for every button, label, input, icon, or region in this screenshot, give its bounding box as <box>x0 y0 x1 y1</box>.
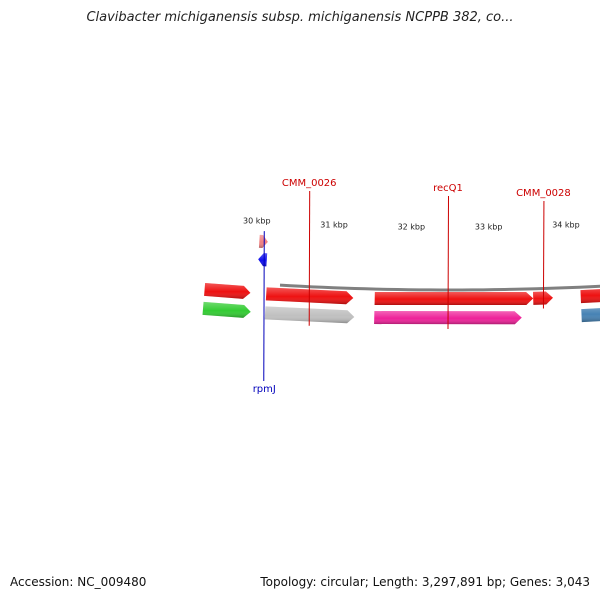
scale-label: 31 kbp <box>320 221 348 230</box>
accession-text: Accession: NC_009480 <box>10 575 147 589</box>
scale-label: 30 kbp <box>243 217 271 226</box>
gene-label: CMM_0028 <box>516 188 571 199</box>
scale-label: 32 kbp <box>398 223 426 232</box>
backbone-line <box>279 283 600 292</box>
gene-feature-shading <box>258 253 268 267</box>
map-title: Clavibacter michiganensis subsp. michiga… <box>86 10 514 25</box>
gene-feature-shading <box>581 308 600 323</box>
label-leader-line <box>542 200 545 309</box>
feature-layer <box>202 234 600 325</box>
gene-feature-shading <box>580 289 600 304</box>
gene-feature-shading <box>202 301 251 318</box>
gene-feature-shading <box>258 234 268 249</box>
gene-feature-shading <box>204 282 251 299</box>
label-leader-line <box>447 195 449 330</box>
genome-stats-text: Topology: circular; Length: 3,297,891 bp… <box>260 575 590 589</box>
gene-label: CMM_0026 <box>282 178 337 189</box>
label-layer: CMM_0026recQ1glsACMM_0031CMM_0028rpmJCMM… <box>253 178 571 395</box>
label-leader-line <box>263 231 265 382</box>
gene-label: recQ1 <box>433 183 463 194</box>
gene-label: rpmJ <box>253 384 276 395</box>
label-leader-line <box>308 190 311 326</box>
scale-label: 34 kbp <box>552 221 580 230</box>
scale-label: 33 kbp <box>475 223 503 232</box>
gene-feature-shading <box>374 292 534 306</box>
